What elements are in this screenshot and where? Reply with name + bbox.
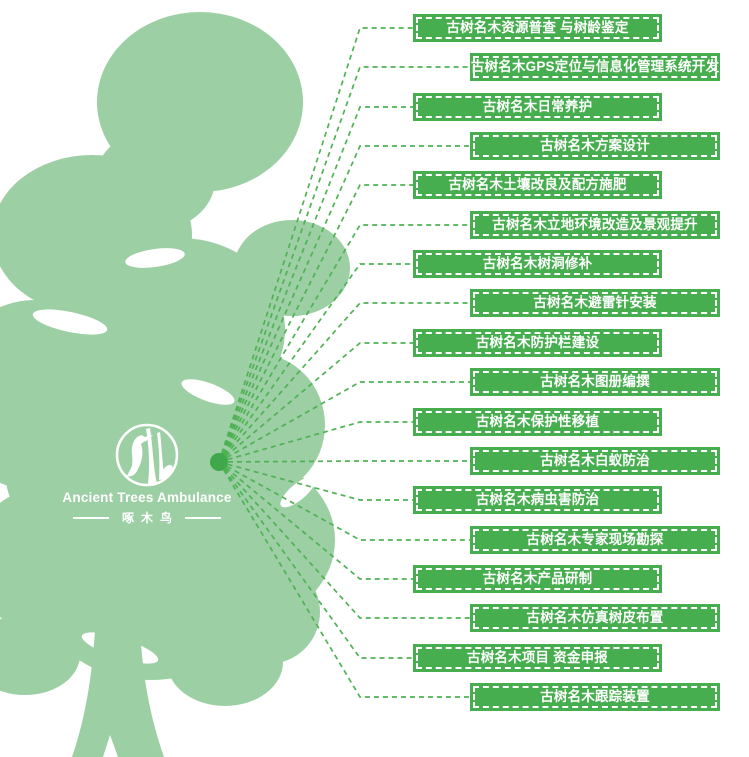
service-label: 古树名木立地环境改造及景观提升 (492, 217, 698, 233)
connector-line (218, 461, 413, 580)
service-box: 古树名木产品研制 (413, 565, 662, 593)
service-label: 古树名木方案设计 (540, 138, 650, 154)
service-label: 古树名木图册编撰 (540, 374, 650, 390)
logo-rule-left (72, 516, 109, 519)
service-label: 古树名木跟踪装置 (540, 689, 650, 705)
service-box: 古树名木专家现场勘探 (470, 526, 720, 554)
service-box: 古树名木图册编撰 (470, 368, 720, 396)
service-label: 古树名木白蚁防治 (540, 453, 650, 469)
service-box: 古树名木方案设计 (470, 132, 720, 160)
tree-trunk (72, 588, 164, 757)
service-label: 古树名木树洞修补 (482, 256, 593, 272)
service-label: 古树名木避雷针安装 (533, 295, 657, 311)
connector-line (218, 184, 413, 463)
service-box: 古树名木避雷针安装 (470, 289, 720, 317)
connector-line (218, 461, 470, 541)
logo-rule-right (185, 516, 221, 519)
convergence-dot (210, 453, 228, 471)
connector-line (218, 224, 470, 463)
service-box: 古树名木树洞修补 (413, 250, 662, 278)
service-label: 古树名木专家现场勘探 (526, 532, 664, 548)
service-label: 古树名木病虫害防治 (475, 492, 600, 508)
connector-lines (218, 27, 470, 698)
service-label: 古树名木防护栏建设 (475, 335, 600, 351)
service-box: 古树名木立地环境改造及景观提升 (470, 211, 720, 239)
service-box: 古树名木GPS定位与信息化管理系统开发 (470, 53, 720, 81)
connector-line (218, 461, 413, 501)
service-label: 古树名木日常养护 (482, 99, 593, 115)
service-label: 古树名木保护性移植 (475, 414, 600, 430)
connector-line (218, 106, 413, 463)
service-box: 古树名木项目 资金申报 (413, 644, 662, 672)
service-label: 古树名木项目 资金申报 (467, 650, 608, 666)
service-box: 古树名木保护性移植 (413, 408, 662, 436)
logo: Ancient Trees Ambulance 啄木鸟 (57, 422, 237, 526)
connector-line (218, 145, 470, 463)
connector-line (218, 342, 413, 463)
service-box: 古树名木白蚁防治 (470, 447, 720, 475)
service-label: 古树名木GPS定位与信息化管理系统开发 (470, 59, 720, 75)
connector-line (218, 461, 470, 619)
service-box: 古树名木跟踪装置 (470, 683, 720, 711)
logo-title-zh: 啄木鸟 (121, 511, 179, 525)
connector-line (218, 263, 413, 463)
connector-line (218, 461, 470, 698)
service-label: 古树名木仿真树皮布置 (526, 610, 664, 626)
connector-line (218, 421, 413, 463)
service-box: 古树名木仿真树皮布置 (470, 604, 720, 632)
service-label: 古树名木产品研制 (482, 571, 593, 587)
connector-line (218, 460, 470, 463)
logo-title-en: Ancient Trees Ambulance (62, 490, 232, 505)
logo-title-zh-row: 啄木鸟 (57, 509, 237, 526)
service-box: 古树名木土壤改良及配方施肥 (413, 171, 662, 199)
connector-line (218, 66, 470, 463)
woodpecker-logo-icon (115, 423, 179, 487)
service-box: 古树名木日常养护 (413, 93, 662, 121)
service-label: 古树名木资源普查 与树龄鉴定 (446, 20, 629, 36)
service-box: 古树名木病虫害防治 (413, 486, 662, 514)
service-box: 古树名木资源普查 与树龄鉴定 (413, 14, 662, 42)
service-label: 古树名木土壤改良及配方施肥 (448, 177, 627, 193)
connector-line (218, 381, 470, 463)
service-box: 古树名木防护栏建设 (413, 329, 662, 357)
